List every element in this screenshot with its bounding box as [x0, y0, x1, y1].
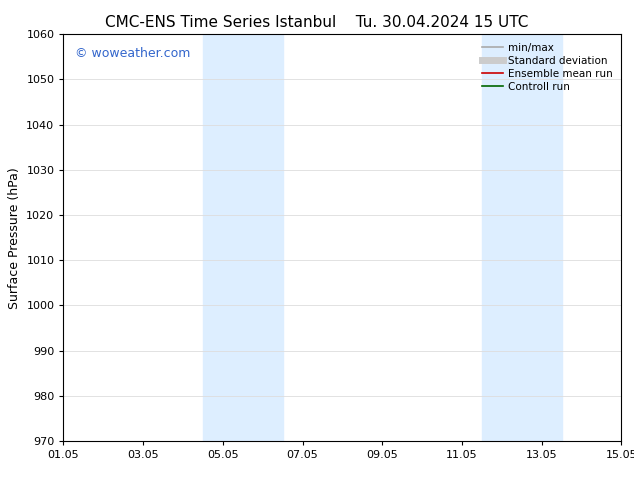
Text: CMC-ENS Time Series Istanbul    Tu. 30.04.2024 15 UTC: CMC-ENS Time Series Istanbul Tu. 30.04.2…	[105, 15, 529, 30]
Legend: min/max, Standard deviation, Ensemble mean run, Controll run: min/max, Standard deviation, Ensemble me…	[479, 40, 616, 95]
Bar	[482, 34, 562, 441]
Text: © woweather.com: © woweather.com	[75, 47, 190, 59]
Bar	[203, 34, 283, 441]
Y-axis label: Surface Pressure (hPa): Surface Pressure (hPa)	[8, 167, 21, 309]
